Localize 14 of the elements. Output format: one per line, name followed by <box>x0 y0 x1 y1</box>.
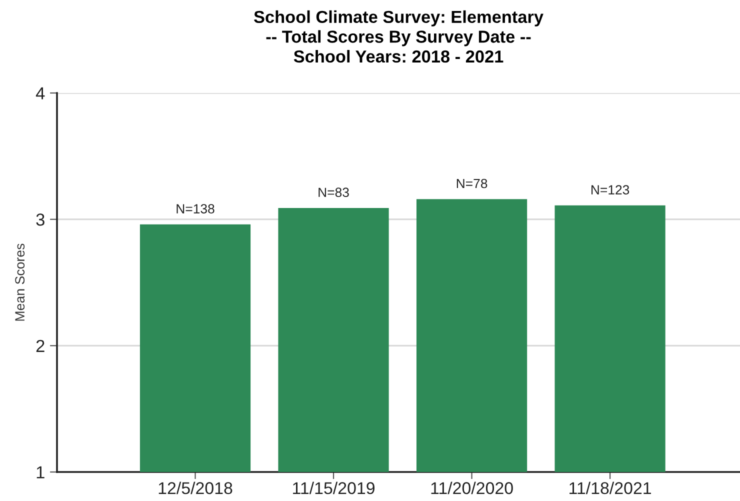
y-tick-label: 4 <box>36 87 45 100</box>
x-tick-label: 11/20/2020 <box>431 482 513 494</box>
y-tick-label: 2 <box>36 340 44 352</box>
annotation: N=123 <box>591 185 630 194</box>
x-tick-label: 12/5/2018 <box>158 482 232 494</box>
annotation: N=83 <box>318 188 349 198</box>
y-tick-label: 3 <box>36 214 44 226</box>
annotation: N=78 <box>456 178 488 188</box>
x-tick-label: 11/18/2021 <box>570 482 651 494</box>
chart-title: School Climate Survey: Elementary -- Total Scores By Survey Date -- School Years: 2018 - 2021 <box>254 10 544 63</box>
y-tick-label: 1 <box>36 466 44 478</box>
y-axis-title: Mean Scores <box>15 244 25 321</box>
x-tick-label: 11/15/2019 <box>293 482 374 494</box>
annotation: N=138 <box>176 204 214 214</box>
